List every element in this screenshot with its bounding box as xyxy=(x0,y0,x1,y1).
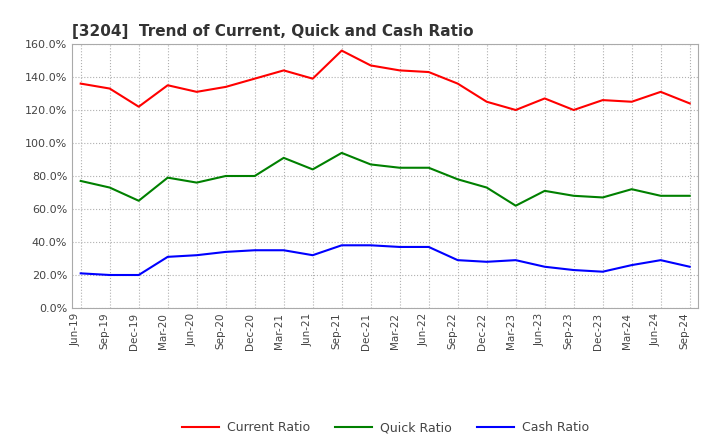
Cash Ratio xyxy=(685,264,694,269)
Current Ratio xyxy=(163,83,172,88)
Cash Ratio xyxy=(454,257,462,263)
Current Ratio xyxy=(135,104,143,109)
Cash Ratio xyxy=(251,248,259,253)
Cash Ratio xyxy=(76,271,85,276)
Current Ratio xyxy=(395,68,404,73)
Cash Ratio xyxy=(279,248,288,253)
Current Ratio xyxy=(338,48,346,53)
Quick Ratio xyxy=(482,185,491,190)
Quick Ratio xyxy=(657,193,665,198)
Cash Ratio xyxy=(541,264,549,269)
Line: Cash Ratio: Cash Ratio xyxy=(81,246,690,275)
Current Ratio xyxy=(657,89,665,95)
Cash Ratio xyxy=(570,268,578,273)
Text: [3204]  Trend of Current, Quick and Cash Ratio: [3204] Trend of Current, Quick and Cash … xyxy=(72,24,474,39)
Quick Ratio xyxy=(395,165,404,170)
Current Ratio xyxy=(685,101,694,106)
Quick Ratio xyxy=(105,185,114,190)
Cash Ratio xyxy=(135,272,143,278)
Current Ratio xyxy=(598,97,607,103)
Cash Ratio xyxy=(657,257,665,263)
Quick Ratio xyxy=(366,162,375,167)
Quick Ratio xyxy=(627,187,636,192)
Quick Ratio xyxy=(76,178,85,183)
Current Ratio xyxy=(192,89,201,95)
Current Ratio xyxy=(221,84,230,90)
Legend: Current Ratio, Quick Ratio, Cash Ratio: Current Ratio, Quick Ratio, Cash Ratio xyxy=(176,416,594,439)
Quick Ratio xyxy=(135,198,143,203)
Current Ratio xyxy=(105,86,114,91)
Quick Ratio xyxy=(308,167,317,172)
Cash Ratio xyxy=(192,253,201,258)
Current Ratio xyxy=(570,107,578,113)
Current Ratio xyxy=(541,96,549,101)
Current Ratio xyxy=(76,81,85,86)
Current Ratio xyxy=(366,63,375,68)
Quick Ratio xyxy=(685,193,694,198)
Quick Ratio xyxy=(192,180,201,185)
Current Ratio xyxy=(279,68,288,73)
Current Ratio xyxy=(482,99,491,104)
Cash Ratio xyxy=(482,259,491,264)
Cash Ratio xyxy=(338,243,346,248)
Cash Ratio xyxy=(308,253,317,258)
Current Ratio xyxy=(627,99,636,104)
Quick Ratio xyxy=(338,150,346,156)
Quick Ratio xyxy=(598,195,607,200)
Line: Quick Ratio: Quick Ratio xyxy=(81,153,690,206)
Current Ratio xyxy=(454,81,462,86)
Cash Ratio xyxy=(627,262,636,268)
Quick Ratio xyxy=(541,188,549,194)
Current Ratio xyxy=(308,76,317,81)
Cash Ratio xyxy=(424,244,433,249)
Line: Current Ratio: Current Ratio xyxy=(81,51,690,110)
Cash Ratio xyxy=(366,243,375,248)
Quick Ratio xyxy=(279,155,288,161)
Cash Ratio xyxy=(163,254,172,260)
Quick Ratio xyxy=(511,203,520,209)
Current Ratio xyxy=(511,107,520,113)
Cash Ratio xyxy=(598,269,607,275)
Quick Ratio xyxy=(424,165,433,170)
Quick Ratio xyxy=(454,176,462,182)
Cash Ratio xyxy=(511,257,520,263)
Quick Ratio xyxy=(163,175,172,180)
Quick Ratio xyxy=(221,173,230,179)
Cash Ratio xyxy=(105,272,114,278)
Current Ratio xyxy=(424,70,433,75)
Cash Ratio xyxy=(221,249,230,254)
Cash Ratio xyxy=(395,244,404,249)
Quick Ratio xyxy=(570,193,578,198)
Quick Ratio xyxy=(251,173,259,179)
Current Ratio xyxy=(251,76,259,81)
